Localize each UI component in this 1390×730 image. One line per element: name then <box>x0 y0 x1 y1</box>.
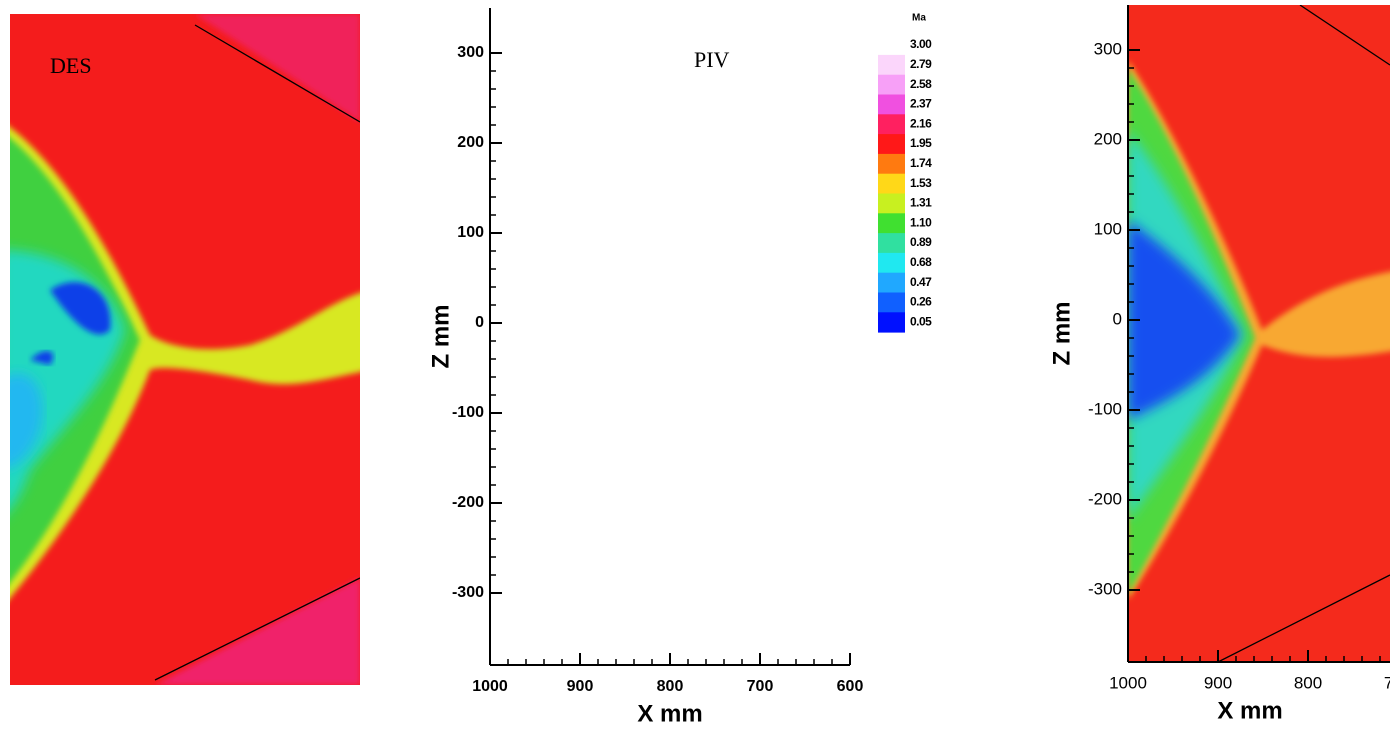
colorbar-swatch <box>878 213 905 234</box>
y-tick-label: -200 <box>1088 489 1122 508</box>
y-tick-label: 300 <box>457 44 484 61</box>
x-tick-label: 900 <box>567 678 594 695</box>
colorbar-swatch <box>878 193 905 214</box>
colorbar-label: 1.74 <box>910 156 932 170</box>
x-tick-label: 600 <box>837 678 864 695</box>
colorbar-label: 1.31 <box>910 196 932 210</box>
colorbar-label: 0.26 <box>910 295 932 309</box>
panel-label: DES <box>50 53 92 78</box>
x-tick-label: 700 <box>1384 673 1390 692</box>
x-axis-title: X mm <box>637 700 702 727</box>
y-tick-label: -300 <box>1088 579 1122 598</box>
colorbar-label: 0.89 <box>910 235 932 249</box>
y-axis-title: Z mm <box>427 304 454 368</box>
x-tick-label: 900 <box>1204 673 1232 692</box>
colorbar-label: 2.16 <box>910 116 932 130</box>
x-axis-title: X mm <box>1217 697 1282 724</box>
y-tick-label: 200 <box>457 134 484 151</box>
colorbar-swatch <box>878 153 905 175</box>
colorbar-swatch <box>878 272 905 293</box>
colorbar-swatch <box>878 114 905 135</box>
colorbar-label: 0.47 <box>910 275 932 289</box>
y-tick-label: -100 <box>1088 399 1122 418</box>
colorbar-label: 0.05 <box>910 314 932 328</box>
colorbar-label: 2.37 <box>910 97 932 111</box>
y-tick-label: -200 <box>452 494 484 511</box>
x-tick-label: 800 <box>657 678 684 695</box>
piv-field <box>1128 5 1390 662</box>
y-tick-label: 100 <box>1094 219 1122 238</box>
colorbar-swatch <box>878 292 905 313</box>
colorbar-label: 0.68 <box>910 255 932 269</box>
x-tick-label: 1000 <box>472 678 508 695</box>
y-tick-label: 0 <box>475 314 484 331</box>
colorbar-swatch <box>878 173 905 194</box>
colorbar-swatch <box>878 233 905 254</box>
colorbar-label: 1.53 <box>910 176 932 190</box>
colorbar-label: 3.00 <box>910 37 932 51</box>
colorbar-swatch <box>878 74 905 95</box>
y-tick-label: 100 <box>457 224 484 241</box>
colorbar-swatch <box>878 134 905 155</box>
colorbar-label: 2.79 <box>910 57 932 71</box>
y-axis-title: Z mm <box>1048 301 1075 365</box>
colorbar-swatch <box>878 94 905 115</box>
colorbar-swatch <box>878 252 905 274</box>
colorbar-title: Ma <box>912 13 926 24</box>
y-tick-label: 0 <box>1113 309 1122 328</box>
colorbar-label: 2.58 <box>910 77 932 91</box>
panel-label: PIV <box>694 47 730 72</box>
y-tick-label: 300 <box>1094 39 1122 58</box>
colorbar-label: 1.95 <box>910 136 932 150</box>
colorbar-swatch <box>878 35 905 56</box>
x-tick-label: 800 <box>1294 673 1322 692</box>
colorbar-label: 1.10 <box>910 215 932 229</box>
x-tick-label: 1000 <box>1109 673 1147 692</box>
y-tick-label: -300 <box>452 584 484 601</box>
y-tick-label: -100 <box>452 404 484 421</box>
y-tick-label: 200 <box>1094 129 1122 148</box>
colorbar-swatch <box>878 54 905 76</box>
colorbar-swatch <box>878 312 905 333</box>
x-tick-label: 700 <box>747 678 774 695</box>
des-field <box>10 14 360 685</box>
